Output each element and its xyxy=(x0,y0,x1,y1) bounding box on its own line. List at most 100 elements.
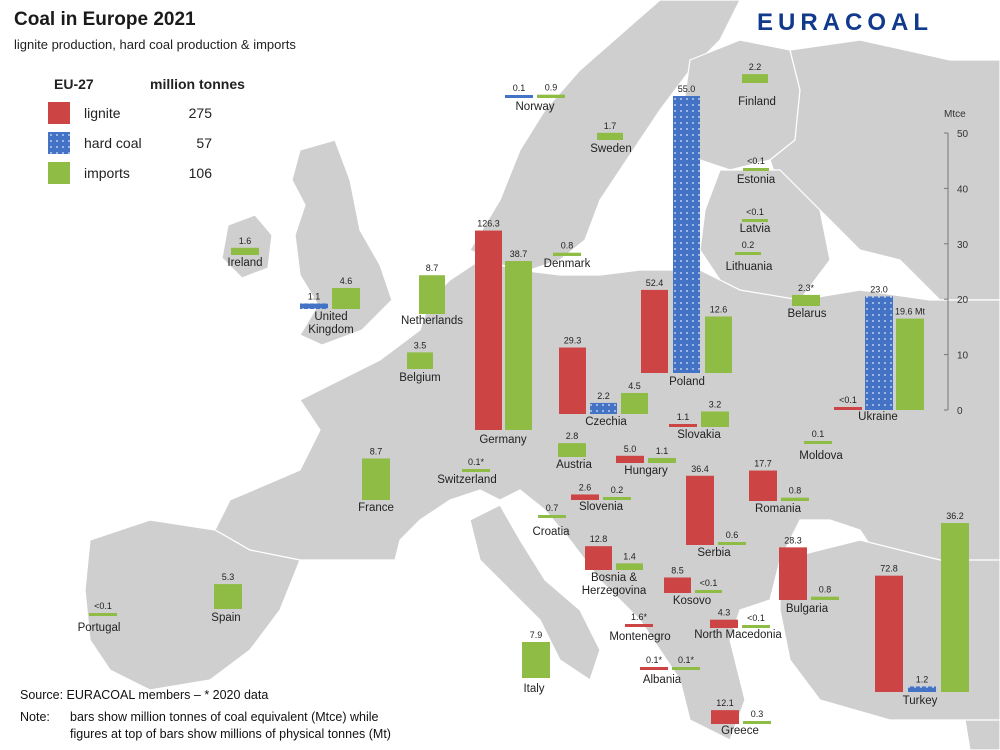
legend-label-lignite: lignite xyxy=(84,105,121,121)
bar-value-label: <0.1 xyxy=(746,207,764,217)
country-hungary: 5.0 1.1 Hungary xyxy=(616,444,676,477)
bar-value-label: 4.5 xyxy=(628,381,641,391)
legend-label-hard-coal: hard coal xyxy=(84,135,142,151)
bar-imports xyxy=(597,132,623,140)
bar-imports xyxy=(672,667,700,670)
bar-value-label: <0.1 xyxy=(839,395,857,405)
scale-tick-label: 10 xyxy=(957,351,969,362)
bar-imports xyxy=(537,94,565,98)
country-name: North Macedonia xyxy=(694,629,782,641)
legend-label-imports: imports xyxy=(84,165,130,181)
country-italy: 7.9 Italy xyxy=(522,630,550,695)
country-name: Croatia xyxy=(532,526,570,538)
bar-hard-coal xyxy=(908,686,936,692)
bar-imports xyxy=(941,523,969,692)
bar-lignite xyxy=(559,347,586,414)
country-name: Romania xyxy=(755,503,802,515)
country-name: Latvia xyxy=(740,223,771,235)
country-germany: 126.3 38.7 Germany xyxy=(475,219,532,446)
country-slovenia: 2.6 0.2 Slovenia xyxy=(571,482,631,513)
bar-imports xyxy=(505,261,532,430)
bar-value-label: 0.2 xyxy=(611,485,624,495)
chart-title: Coal in Europe 2021 xyxy=(14,9,196,30)
bar-imports xyxy=(621,392,648,414)
legend-region: EU-27 xyxy=(54,76,94,92)
bar-value-label: 52.4 xyxy=(646,278,664,288)
bar-hard-coal xyxy=(300,303,328,309)
bar-imports xyxy=(616,563,643,570)
bar-value-label: 2.3* xyxy=(798,283,815,293)
legend-value-hard-coal: 57 xyxy=(196,135,212,151)
bar-value-label: 12.1 xyxy=(716,698,734,708)
country-serbia: 36.4 0.6 Serbia xyxy=(686,464,746,559)
country-north-macedonia: 4.3 <0.1 North Macedonia xyxy=(694,608,782,641)
brand-logo: EURACOAL xyxy=(757,9,933,36)
country-name: Albania xyxy=(643,674,682,686)
bar-lignite xyxy=(571,494,599,500)
bar-lignite xyxy=(640,667,668,670)
bar-value-label: 1.6* xyxy=(631,612,648,622)
country-estonia: <0.1 Estonia xyxy=(737,156,776,186)
bar-value-label: 23.0 xyxy=(870,284,888,294)
bar-lignite xyxy=(875,575,903,692)
bar-value-label: 36.4 xyxy=(691,464,709,474)
scale-tick-label: 50 xyxy=(957,129,969,140)
note-text-line-2: figures at top of bars show millions of … xyxy=(70,727,391,741)
country-name: Sweden xyxy=(590,143,632,155)
land-russia xyxy=(769,39,1000,301)
bar-imports xyxy=(462,469,490,472)
bar-lignite xyxy=(625,624,653,627)
bar-value-label: 126.3 xyxy=(477,219,500,229)
country-denmark: 0.8 Denmark xyxy=(544,241,591,270)
land-ireland xyxy=(221,214,273,279)
country-bulgaria: 28.3 0.8 Bulgaria xyxy=(779,535,839,615)
country-spain: 5.3 Spain xyxy=(211,572,242,624)
country-name: Norway xyxy=(516,101,555,113)
scale-unit-label: Mtce xyxy=(944,109,966,120)
country-name: Bosnia & xyxy=(591,572,637,584)
country-name: Kingdom xyxy=(308,324,353,336)
bar-imports xyxy=(742,74,768,83)
bar-value-label: 4.3 xyxy=(718,608,731,618)
bar-hard-coal xyxy=(673,96,700,373)
bar-value-label: 12.6 xyxy=(710,304,728,314)
bar-value-label: 1.6 xyxy=(239,236,252,246)
legend-value-imports: 106 xyxy=(188,165,212,181)
country-latvia: <0.1 Latvia xyxy=(740,207,771,235)
country-sweden: 1.7 Sweden xyxy=(590,121,632,155)
bar-hard-coal xyxy=(865,296,893,410)
bar-imports xyxy=(603,497,631,500)
scale-tick-label: 20 xyxy=(957,295,969,306)
bar-imports xyxy=(705,316,732,373)
chart-subtitle: lignite production, hard coal production… xyxy=(14,37,296,52)
bar-hard-coal xyxy=(505,95,533,98)
country-name: Germany xyxy=(479,434,527,446)
bar-value-label: 8.5 xyxy=(671,565,684,575)
country-name: Ireland xyxy=(227,257,262,269)
country-name: Slovenia xyxy=(579,501,624,513)
country-norway: 0.1 0.9 Norway xyxy=(505,83,565,113)
bar-imports xyxy=(558,443,586,457)
country-name: Lithuania xyxy=(726,261,773,273)
bar-imports xyxy=(362,458,390,500)
country-name: Ukraine xyxy=(858,411,898,423)
bar-value-label: 2.8 xyxy=(566,431,579,441)
scale-tick-label: 30 xyxy=(957,240,969,251)
country-name: Turkey xyxy=(903,695,938,707)
country-name: Italy xyxy=(523,683,544,695)
bar-imports xyxy=(781,497,809,501)
country-name: Austria xyxy=(556,459,592,471)
note-label: Note: xyxy=(20,710,50,724)
country-albania: 0.1* 0.1* Albania xyxy=(640,655,700,686)
bar-value-label: 12.8 xyxy=(590,534,608,544)
bar-value-label: 29.3 xyxy=(564,336,582,346)
bar-value-label: 0.8 xyxy=(819,585,832,595)
country-belarus: 2.3* Belarus xyxy=(788,283,827,320)
bar-lignite xyxy=(616,455,644,463)
bar-lignite xyxy=(686,475,714,545)
country-france: 8.7 France xyxy=(358,446,394,514)
bar-value-label: <0.1 xyxy=(747,156,765,166)
bar-lignite xyxy=(779,547,807,600)
country-name: Netherlands xyxy=(401,315,463,327)
